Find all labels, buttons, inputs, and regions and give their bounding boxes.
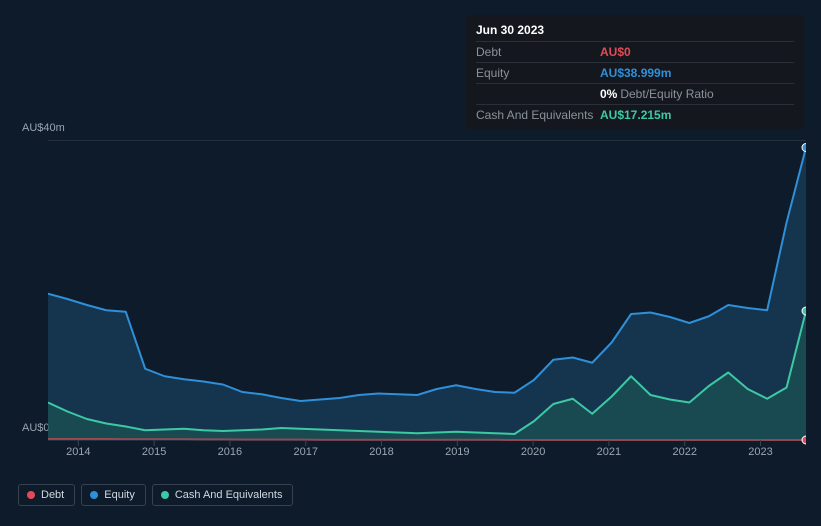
tooltip-date: Jun 30 2023	[476, 21, 794, 41]
chart-legend: Debt Equity Cash And Equivalents	[18, 484, 293, 506]
chart-svg	[48, 140, 806, 452]
x-axis-tick-label: 2014	[66, 446, 90, 458]
legend-item-label: Cash And Equivalents	[175, 489, 283, 501]
legend-item-label: Debt	[41, 489, 64, 501]
x-axis-tick-label: 2019	[445, 446, 469, 458]
x-axis-tick-label: 2020	[521, 446, 545, 458]
tooltip-row: DebtAU$0	[476, 41, 794, 62]
x-axis-tick-label: 2018	[369, 446, 393, 458]
series-end-marker	[802, 436, 806, 444]
tooltip-row-label: Cash And Equivalents	[476, 108, 600, 122]
legend-item-label: Equity	[104, 489, 135, 501]
tooltip-row: EquityAU$38.999m	[476, 62, 794, 83]
tooltip-row-label: Equity	[476, 66, 600, 80]
chart-plot-area	[48, 140, 806, 440]
tooltip-row: Cash And EquivalentsAU$17.215m	[476, 104, 794, 125]
y-axis-tick-label: AU$40m	[22, 122, 65, 134]
tooltip-row-value: AU$0	[600, 45, 794, 59]
tooltip-row-label: Debt	[476, 45, 600, 59]
x-axis-tick-label: 2015	[142, 446, 166, 458]
x-axis-tick-label: 2016	[218, 446, 242, 458]
tooltip-row-secondary: Debt/Equity Ratio	[620, 87, 713, 101]
tooltip-row: 0%Debt/Equity Ratio	[476, 83, 794, 104]
series-area	[48, 148, 806, 441]
tooltip-row-value: 0%Debt/Equity Ratio	[600, 87, 794, 101]
tooltip-row-value: AU$38.999m	[600, 66, 794, 80]
legend-swatch-icon	[161, 491, 169, 499]
y-axis-tick-label: AU$0	[22, 422, 50, 434]
legend-item[interactable]: Equity	[81, 484, 146, 506]
legend-item[interactable]: Debt	[18, 484, 75, 506]
x-axis-tick-label: 2023	[748, 446, 772, 458]
legend-swatch-icon	[27, 491, 35, 499]
series-end-marker	[802, 144, 806, 152]
legend-swatch-icon	[90, 491, 98, 499]
x-axis-tick-label: 2017	[293, 446, 317, 458]
tooltip-rows: DebtAU$0EquityAU$38.999m0%Debt/Equity Ra…	[476, 41, 794, 125]
x-axis-labels: 2014 2015 2016 2017 2018 2019 2020 2021 2022 2023	[48, 446, 806, 466]
tooltip-row-value: AU$17.215m	[600, 108, 794, 122]
legend-item[interactable]: Cash And Equivalents	[152, 484, 294, 506]
chart-tooltip: Jun 30 2023 DebtAU$0EquityAU$38.999m0%De…	[466, 15, 804, 129]
series-end-marker	[802, 307, 806, 315]
x-axis-tick-label: 2022	[672, 446, 696, 458]
tooltip-row-label	[476, 87, 600, 101]
x-axis-tick-label: 2021	[597, 446, 621, 458]
